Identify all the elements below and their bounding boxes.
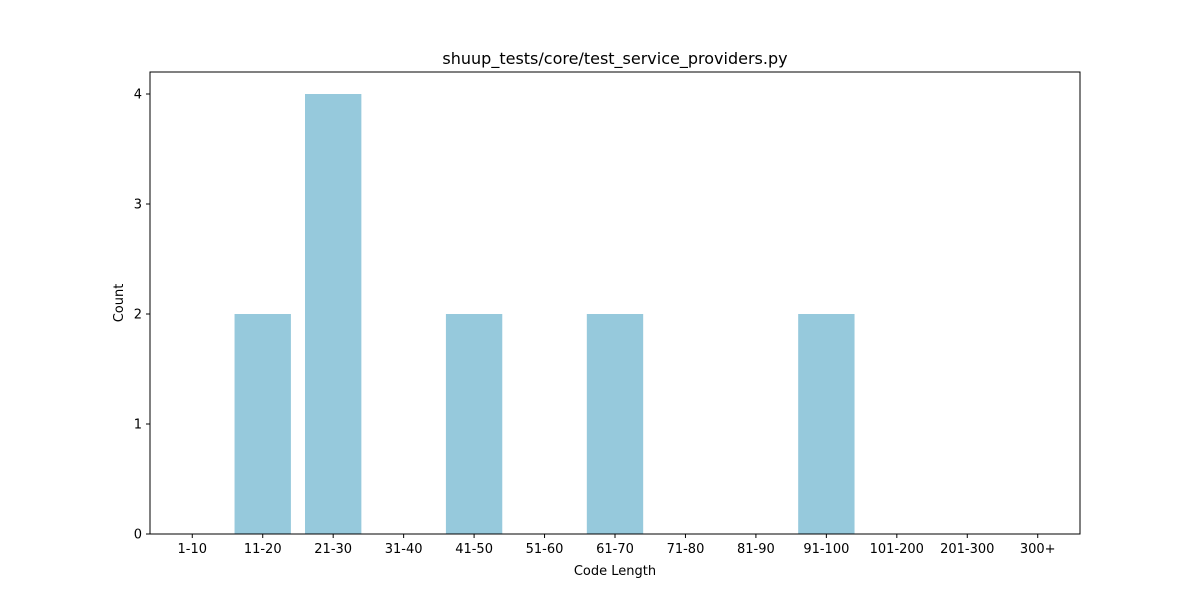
y-axis-label: Count — [112, 284, 127, 323]
x-axis-label: Code Length — [574, 564, 656, 579]
bar-11-20 — [234, 314, 291, 534]
y-tick-label: 3 — [134, 198, 142, 213]
bar-21-30 — [305, 94, 362, 534]
y-axis-ticks: 0 1 2 3 4 — [134, 88, 150, 543]
chart-title: shuup_tests/core/test_service_providers.… — [442, 49, 787, 69]
x-tick-label: 11-20 — [244, 542, 282, 557]
x-tick-label: 81-90 — [737, 542, 775, 557]
y-tick-label: 4 — [134, 88, 142, 103]
x-tick-label: 61-70 — [596, 542, 634, 557]
x-tick-label: 101-200 — [870, 542, 924, 557]
bar-91-100 — [798, 314, 855, 534]
x-tick-label: 71-80 — [667, 542, 705, 557]
y-tick-label: 1 — [134, 418, 142, 433]
bar-41-50 — [445, 314, 503, 534]
x-tick-label: 51-60 — [526, 542, 564, 557]
bar-61-70 — [586, 314, 644, 534]
x-tick-label: 300+ — [1020, 542, 1056, 557]
x-tick-label: 201-300 — [940, 542, 994, 557]
x-tick-label: 91-100 — [803, 542, 849, 557]
y-tick-label: 0 — [134, 528, 142, 543]
x-tick-label: 31-40 — [385, 542, 423, 557]
x-tick-label: 21-30 — [314, 542, 352, 557]
x-axis-ticks: 1-10 11-20 21-30 31-40 41-50 51-60 61-70 71-80 8… — [178, 534, 1056, 557]
x-tick-label: 1-10 — [178, 542, 208, 557]
bars-group — [234, 94, 855, 534]
y-tick-label: 2 — [134, 308, 142, 323]
x-tick-label: 41-50 — [455, 542, 493, 557]
